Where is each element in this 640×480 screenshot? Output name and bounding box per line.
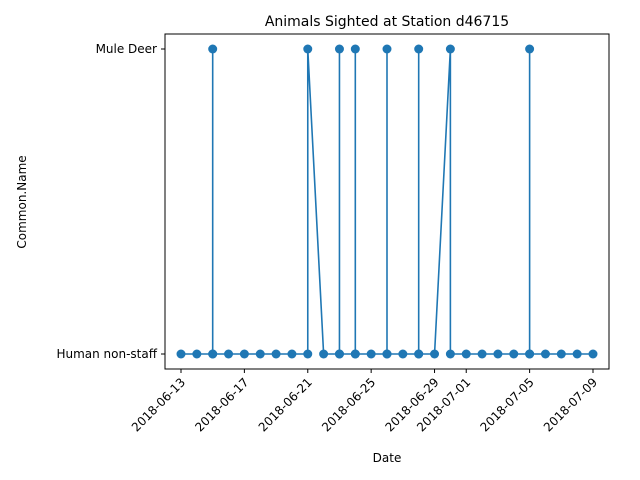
data-point	[208, 349, 218, 359]
data-point	[525, 44, 535, 54]
data-point	[430, 349, 440, 359]
plot-area	[176, 44, 598, 359]
data-point	[398, 349, 408, 359]
data-point	[303, 349, 313, 359]
data-point	[366, 349, 376, 359]
data-point	[414, 44, 424, 54]
x-axis-label: Date	[373, 451, 402, 465]
plot-frame	[164, 33, 610, 370]
data-point	[255, 349, 265, 359]
data-point	[477, 349, 487, 359]
data-point	[445, 44, 455, 54]
data-point	[540, 349, 550, 359]
data-point	[350, 44, 360, 54]
data-point	[239, 349, 249, 359]
data-point	[509, 349, 519, 359]
data-point	[350, 349, 360, 359]
data-point	[192, 349, 202, 359]
y-tick-label: Human non-staff	[56, 347, 157, 361]
data-point	[334, 44, 344, 54]
data-point	[382, 349, 392, 359]
data-point	[208, 44, 218, 54]
data-point	[271, 349, 281, 359]
data-point	[382, 44, 392, 54]
data-point	[319, 349, 329, 359]
data-point	[525, 349, 535, 359]
data-point	[334, 349, 344, 359]
data-point	[493, 349, 503, 359]
data-point	[572, 349, 582, 359]
data-point	[303, 44, 313, 54]
data-point	[461, 349, 471, 359]
data-point	[445, 349, 455, 359]
data-point	[414, 349, 424, 359]
data-point	[588, 349, 598, 359]
chart-title: Animals Sighted at Station d46715	[265, 14, 509, 30]
y-axis-label: Common.Name	[15, 155, 29, 248]
data-point	[224, 349, 234, 359]
data-point	[176, 349, 186, 359]
y-tick-label: Mule Deer	[96, 42, 157, 56]
data-point	[556, 349, 566, 359]
data-point	[287, 349, 297, 359]
